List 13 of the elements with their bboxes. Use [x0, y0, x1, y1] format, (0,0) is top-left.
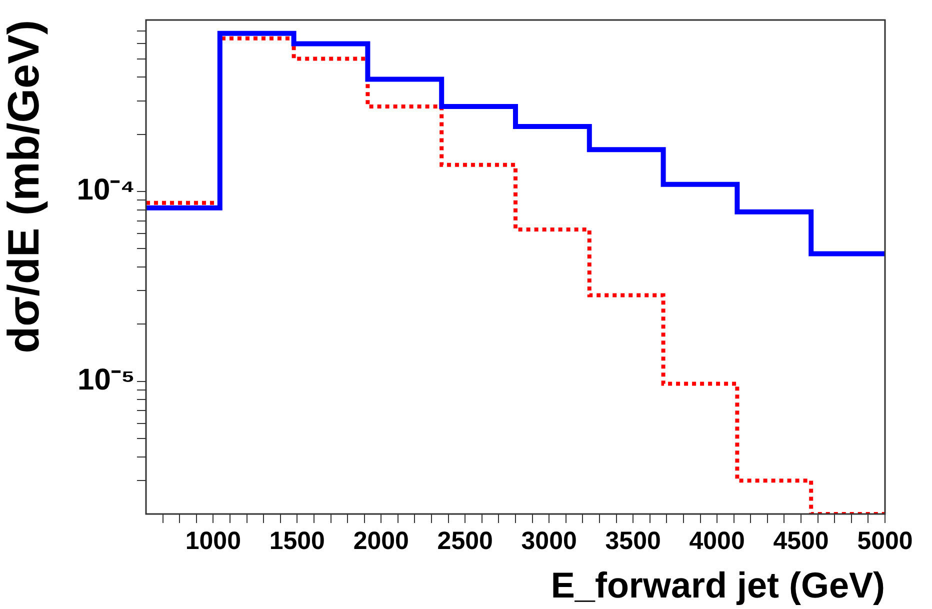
y-tick-label: 10⁻⁴: [76, 174, 135, 207]
x-tick-label: 4000: [689, 526, 745, 555]
x-tick-label: 3500: [605, 526, 661, 555]
x-tick-label: 1000: [185, 526, 241, 555]
x-tick-label: 4500: [773, 526, 829, 555]
x-tick-label: 2000: [353, 526, 409, 555]
x-tick-label: 3000: [521, 526, 577, 555]
x-tick-label: 2500: [437, 526, 493, 555]
x-axis-title: E_forward jet (GeV): [550, 564, 885, 606]
y-tick-label: 10⁻⁵: [78, 364, 135, 397]
x-tick-label: 5000: [857, 526, 913, 555]
y-axis-title: dσ/dE (mb/GeV): [0, 20, 49, 354]
x-tick-label: 1500: [269, 526, 325, 555]
